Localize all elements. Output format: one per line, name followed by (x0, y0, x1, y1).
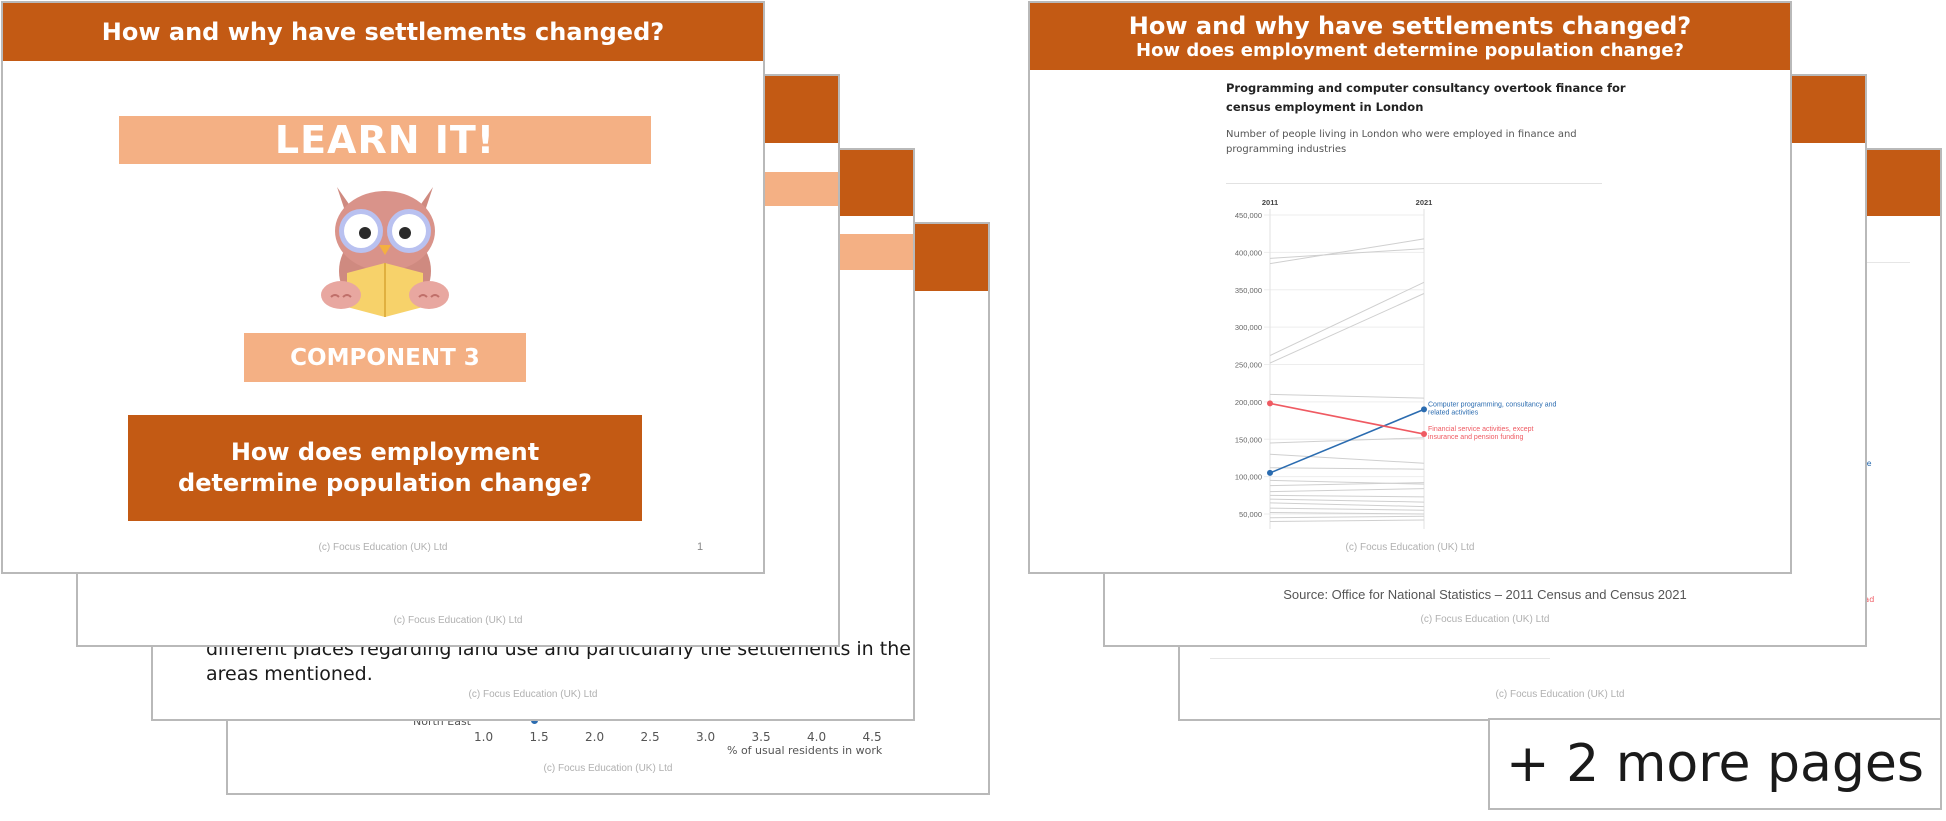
slide-footer: (c) Focus Education (UK) Ltd (543, 763, 673, 774)
series-line (1269, 281, 1425, 357)
axis-tick-label: 4.5 (862, 730, 882, 744)
scatter-axis: 1.0 1.5 2.0 2.5 3.0 3.5 4.0 4.5 (228, 224, 988, 793)
slide-footer: (c) Focus Education (UK) Ltd (318, 542, 448, 553)
y-tick-label: 100,000 (1235, 473, 1262, 482)
series-line (1269, 512, 1425, 515)
y-tick-label: 150,000 (1235, 435, 1262, 444)
y-tick-label: 350,000 (1235, 286, 1262, 295)
series-line (1269, 393, 1425, 399)
series-line (1269, 494, 1425, 498)
series-line (1269, 293, 1425, 364)
cover-slide[interactable]: How and why have settlements changed? LE… (1, 1, 765, 574)
question-banner: How does employment determine population… (128, 415, 642, 521)
y-tick-label: 300,000 (1235, 323, 1262, 332)
axis-tick-label: 1.0 (474, 730, 494, 744)
slope-chart: 450,000 400,000 350,000 300,000 250,000 200,0… (1235, 198, 1557, 529)
learn-it-banner: LEARN IT! (119, 116, 651, 164)
chart-title: Programming and computer consultancy ove… (1226, 81, 1626, 114)
series-line (1269, 482, 1425, 487)
slide-footer: (c) Focus Education (UK) Ltd (468, 689, 598, 700)
series-line (1269, 507, 1425, 511)
axis-tick-label: 1.5 (529, 730, 549, 744)
source-note: Source: Office for National Statistics –… (1283, 587, 1687, 602)
cover-header-title: How and why have settlements changed? (101, 18, 665, 46)
slide-footer: (c) Focus Education (UK) Ltd (1345, 542, 1475, 553)
learn-it-label: LEARN IT! (274, 118, 496, 162)
y-tick-label: 50,000 (1239, 510, 1262, 519)
series-point (1267, 400, 1273, 407)
axis-tick-label: 2.0 (585, 730, 605, 744)
axis-tick-label: 2.5 (640, 730, 660, 744)
cover-header: How and why have settlements changed? (3, 3, 763, 61)
y-tick-label: 200,000 (1235, 398, 1262, 407)
series-line (1269, 238, 1425, 265)
series-label: Financial service activities, except insu… (1428, 426, 1533, 441)
x-tick-label: 2021 (1416, 198, 1433, 207)
header-title: How and why have settlements changed? (1128, 12, 1692, 40)
slide-footer: (c) Focus Education (UK) Ltd (1420, 614, 1550, 625)
chart-slide-header: How and why have settlements changed? Ho… (1030, 3, 1790, 70)
axis-tick-label: 4.0 (807, 730, 827, 744)
slide-footer: (c) Focus Education (UK) Ltd (393, 615, 523, 626)
x-tick-label: 2011 (1262, 198, 1278, 207)
series-line (1269, 488, 1425, 493)
axis-tick-label: 3.5 (751, 730, 771, 744)
series-line (1269, 519, 1425, 523)
component-banner: COMPONENT 3 (244, 333, 526, 382)
axis-tick-label: 3.0 (696, 730, 716, 744)
series-point (1267, 469, 1273, 476)
peach-banner (758, 172, 838, 206)
series-line (1269, 515, 1425, 519)
slide-footer: (c) Focus Education (UK) Ltd (1495, 689, 1625, 700)
component-label: COMPONENT 3 (290, 344, 480, 371)
series-point (1421, 406, 1427, 413)
series-line (1269, 502, 1425, 508)
chart-subtitle: Number of people living in London who we… (1226, 129, 1577, 155)
series-line (1269, 248, 1425, 259)
series-label: Computer programming, consultancy and rel… (1428, 401, 1557, 416)
question-text: How does employment determine population… (178, 438, 592, 497)
header-subtitle: How does employment determine population… (1136, 40, 1684, 61)
owl-reading-icon (321, 187, 449, 317)
y-tick-label: 450,000 (1235, 211, 1262, 220)
page-number: 1 (697, 541, 704, 553)
series-point (1421, 431, 1427, 438)
chart-slide[interactable]: How and why have settlements changed? Ho… (1028, 1, 1792, 574)
axis-label: % of usual residents in work (727, 744, 883, 757)
series-line (1269, 402, 1425, 435)
y-tick-label: 250,000 (1235, 361, 1262, 370)
y-tick-label: 400,000 (1235, 248, 1262, 257)
series-line (1269, 453, 1425, 464)
series-line (1269, 408, 1425, 474)
more-pages-badge[interactable]: + 2 more pages (1488, 718, 1942, 810)
series-line (1269, 467, 1425, 470)
paragraph-line: areas mentioned. (206, 663, 373, 685)
series-line (1269, 498, 1425, 503)
